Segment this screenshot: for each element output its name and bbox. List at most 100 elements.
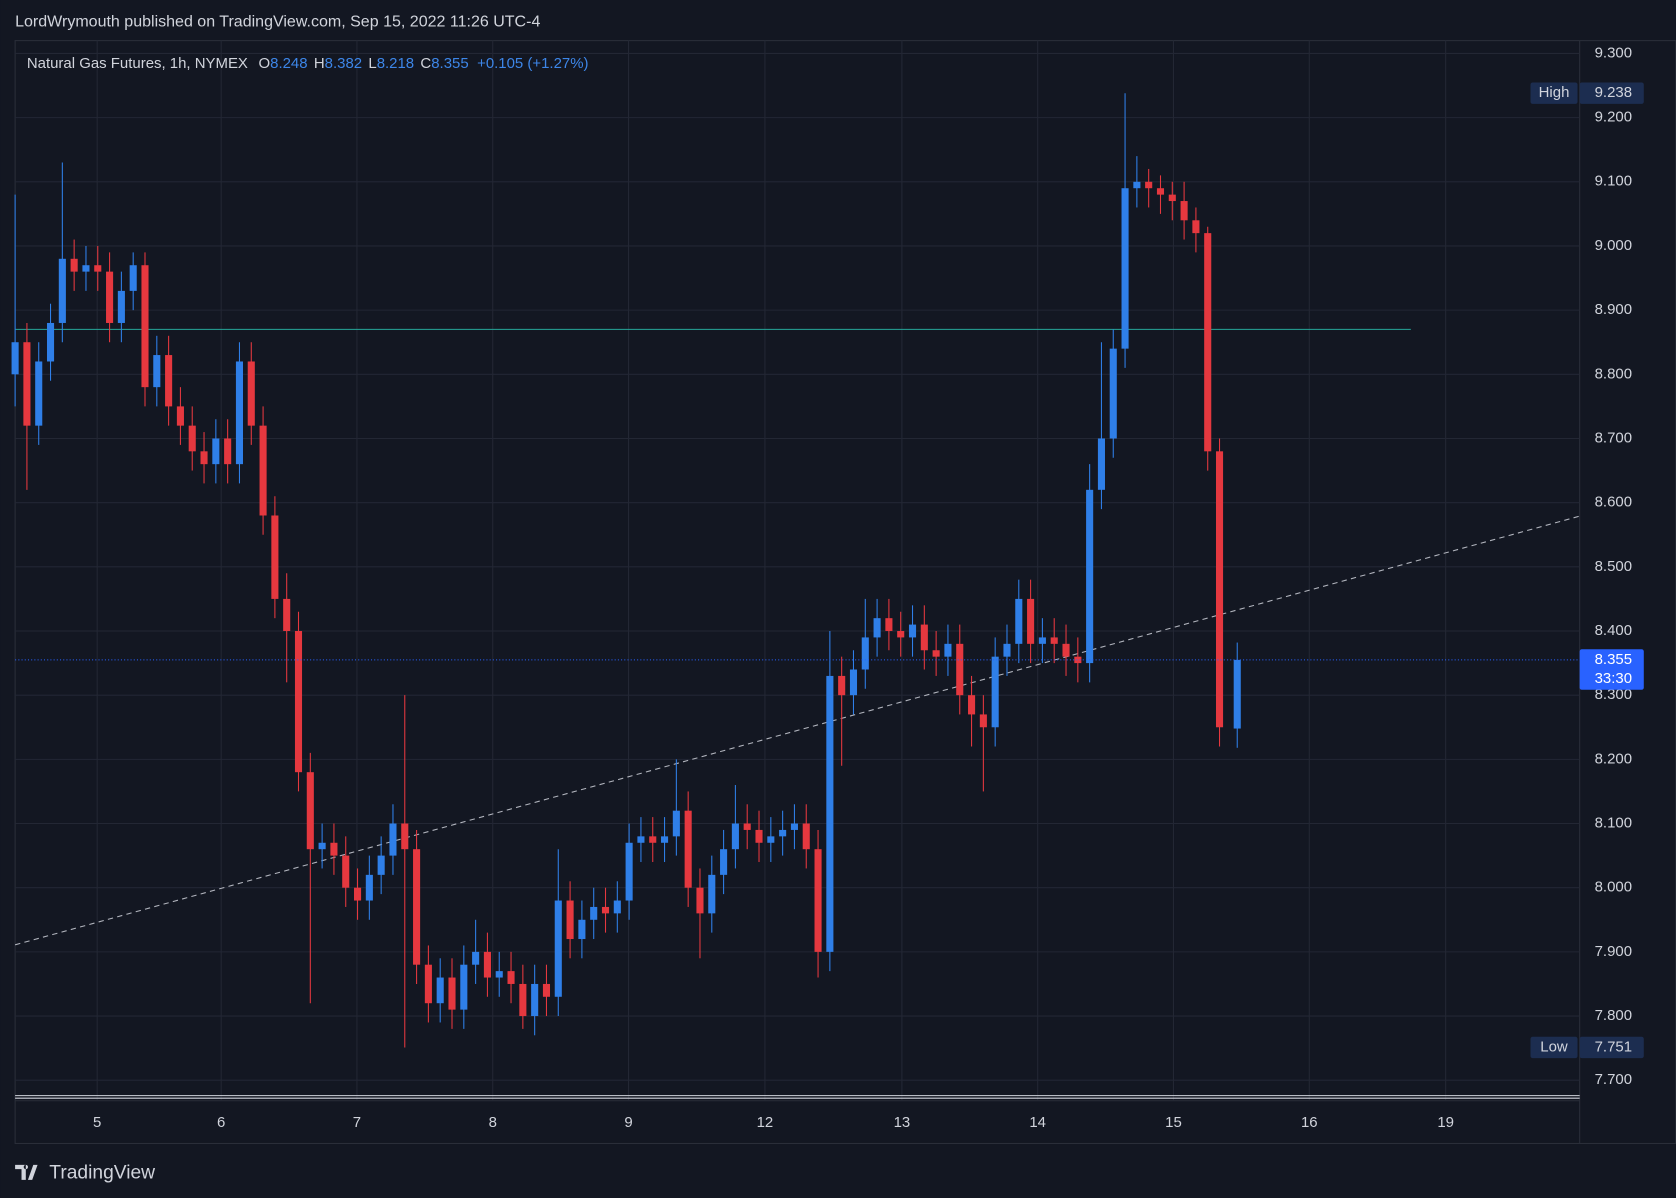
candle-body	[625, 842, 633, 901]
candle-body	[507, 971, 515, 984]
logo-text: TradingView	[49, 1162, 155, 1183]
candle-body	[377, 855, 385, 875]
ohlc-value: 8.218	[377, 55, 414, 72]
candle-body	[271, 515, 279, 599]
x-tick-label: 5	[93, 1114, 101, 1131]
candle-body	[542, 983, 551, 997]
candle-body	[590, 906, 598, 920]
candle-body	[920, 624, 928, 651]
candle-body	[460, 964, 468, 1010]
candle-body	[46, 322, 55, 362]
candle-body	[1097, 438, 1105, 490]
candle-body	[1062, 643, 1070, 657]
price-tag-value: 7.751	[1595, 1038, 1632, 1055]
y-tick-label: 8.600	[1595, 494, 1632, 511]
candle-body	[58, 258, 66, 323]
candle-body	[342, 855, 350, 888]
x-tick-label: 8	[489, 1114, 497, 1131]
candle-body	[578, 919, 586, 940]
candle-body	[1109, 348, 1117, 439]
price-tag-value-box	[1579, 82, 1644, 104]
candle-body	[70, 258, 78, 272]
logo-icon	[15, 1164, 38, 1180]
candle-body	[424, 964, 432, 1004]
candle-body	[802, 823, 810, 850]
candle-body	[720, 849, 728, 875]
y-tick-label: 8.200	[1595, 750, 1632, 767]
ohlc-label: C	[420, 55, 431, 72]
candle-body	[661, 836, 669, 843]
candle-body	[106, 271, 114, 323]
candle-body	[153, 355, 161, 388]
ohlc-label: L	[368, 55, 376, 72]
candle-body	[23, 342, 31, 426]
candle-body	[129, 265, 137, 291]
candle-body	[436, 977, 444, 1004]
candle-body	[200, 451, 208, 465]
candle-body	[1168, 194, 1176, 202]
grid	[15, 40, 1580, 1101]
candle-body	[554, 900, 562, 997]
y-tick-label: 9.000	[1595, 237, 1632, 254]
candle-body	[979, 714, 987, 728]
candle-body	[826, 675, 834, 952]
candle-body	[495, 971, 503, 978]
y-tick-label: 8.400	[1595, 622, 1632, 639]
candle-body	[165, 355, 173, 407]
candle-body	[318, 842, 326, 850]
candle-body	[944, 643, 952, 657]
candle-body	[956, 643, 964, 696]
candle-body	[35, 361, 43, 426]
candle-body	[247, 361, 255, 426]
price-tag-name: High	[1539, 84, 1570, 101]
candle-body	[755, 829, 763, 843]
ohlc-label: H	[314, 55, 325, 72]
candle-body	[1145, 181, 1153, 189]
y-tick-label: 8.900	[1595, 301, 1632, 318]
candle-body	[531, 983, 539, 1017]
candle-body	[1074, 656, 1082, 664]
candle-body	[613, 900, 621, 914]
axes: 7.700 7.800 7.900 8.000 8.100 8.200 8.300 8.400…	[93, 44, 1644, 1131]
ohlc-value: 8.355	[431, 55, 468, 72]
x-tick-label: 6	[217, 1114, 225, 1131]
candle-body	[849, 669, 858, 696]
candle-body	[779, 829, 787, 837]
last-price-box	[1579, 649, 1644, 690]
candle-body	[767, 836, 775, 843]
candle-body	[259, 425, 267, 516]
drawings	[14, 328, 1580, 1099]
last-price-label: 8.355	[1595, 651, 1632, 668]
candle-body	[932, 650, 940, 657]
price-tag-name-box	[1530, 1036, 1578, 1059]
candle-body	[330, 842, 338, 856]
y-tick-label: 8.000	[1595, 879, 1632, 896]
candle-body	[389, 823, 397, 856]
candle-body	[235, 361, 244, 465]
candle-body	[1204, 233, 1212, 452]
candle-body	[838, 675, 846, 696]
candle-body	[1086, 489, 1094, 664]
y-tick-label: 8.500	[1595, 558, 1632, 575]
candle-body	[1156, 188, 1165, 195]
candle-body	[637, 836, 645, 843]
y-tick-label: 7.900	[1595, 943, 1632, 960]
candle-body	[212, 438, 220, 465]
candle-body	[283, 598, 291, 632]
candle-body	[188, 425, 196, 452]
candle-body	[82, 265, 90, 272]
candle-body	[861, 637, 869, 670]
candle-body	[1015, 598, 1023, 644]
y-tick-label: 7.800	[1595, 1007, 1632, 1024]
candles	[11, 93, 1580, 1048]
candle-body	[684, 810, 692, 888]
candle-body	[743, 823, 751, 830]
x-tick-label: 15	[1165, 1114, 1182, 1131]
candle-body	[176, 406, 184, 426]
y-tick-label: 8.300	[1595, 686, 1632, 703]
price-tag-name-box	[1530, 82, 1578, 104]
y-tick-label: 8.100	[1595, 814, 1632, 831]
legend: Natural Gas Futures, 1h, NYMEX O8.248 H8…	[27, 55, 589, 72]
